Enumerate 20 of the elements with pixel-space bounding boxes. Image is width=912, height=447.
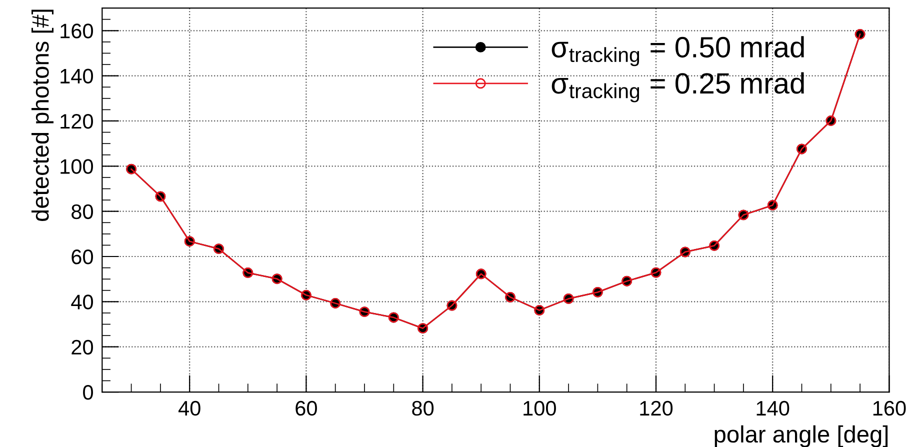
legend-label: σ$_{tracking}$ = 0.50 mrad	[552, 36, 804, 66]
x-axis-title: polar angle [deg]	[714, 425, 888, 447]
x-tick-label: 60	[296, 400, 317, 416]
x-tick-label: 160	[873, 400, 906, 416]
y-tick-label: 60	[72, 250, 93, 264]
y-tick-label: 20	[72, 340, 93, 355]
x-tick-label: 40	[178, 400, 200, 416]
y-tick-label: 160	[60, 24, 93, 38]
legend-label: σ$_{tracking}$ = 0.25 mrad	[552, 72, 804, 102]
x-tick-label: 80	[412, 400, 434, 416]
y-tick-label: 80	[72, 204, 93, 220]
y-tick-label: 120	[60, 114, 93, 129]
y-tick-label: 100	[60, 159, 93, 174]
y-tick-label: 0	[83, 385, 93, 400]
x-tick-label: 100	[524, 400, 556, 416]
x-tick-label: 140	[756, 400, 790, 416]
y-tick-label: 140	[60, 68, 93, 84]
y-axis-title: detected photons [#]	[31, 10, 54, 222]
x-tick-label: 120	[640, 400, 673, 416]
y-tick-label: 40	[71, 294, 93, 310]
